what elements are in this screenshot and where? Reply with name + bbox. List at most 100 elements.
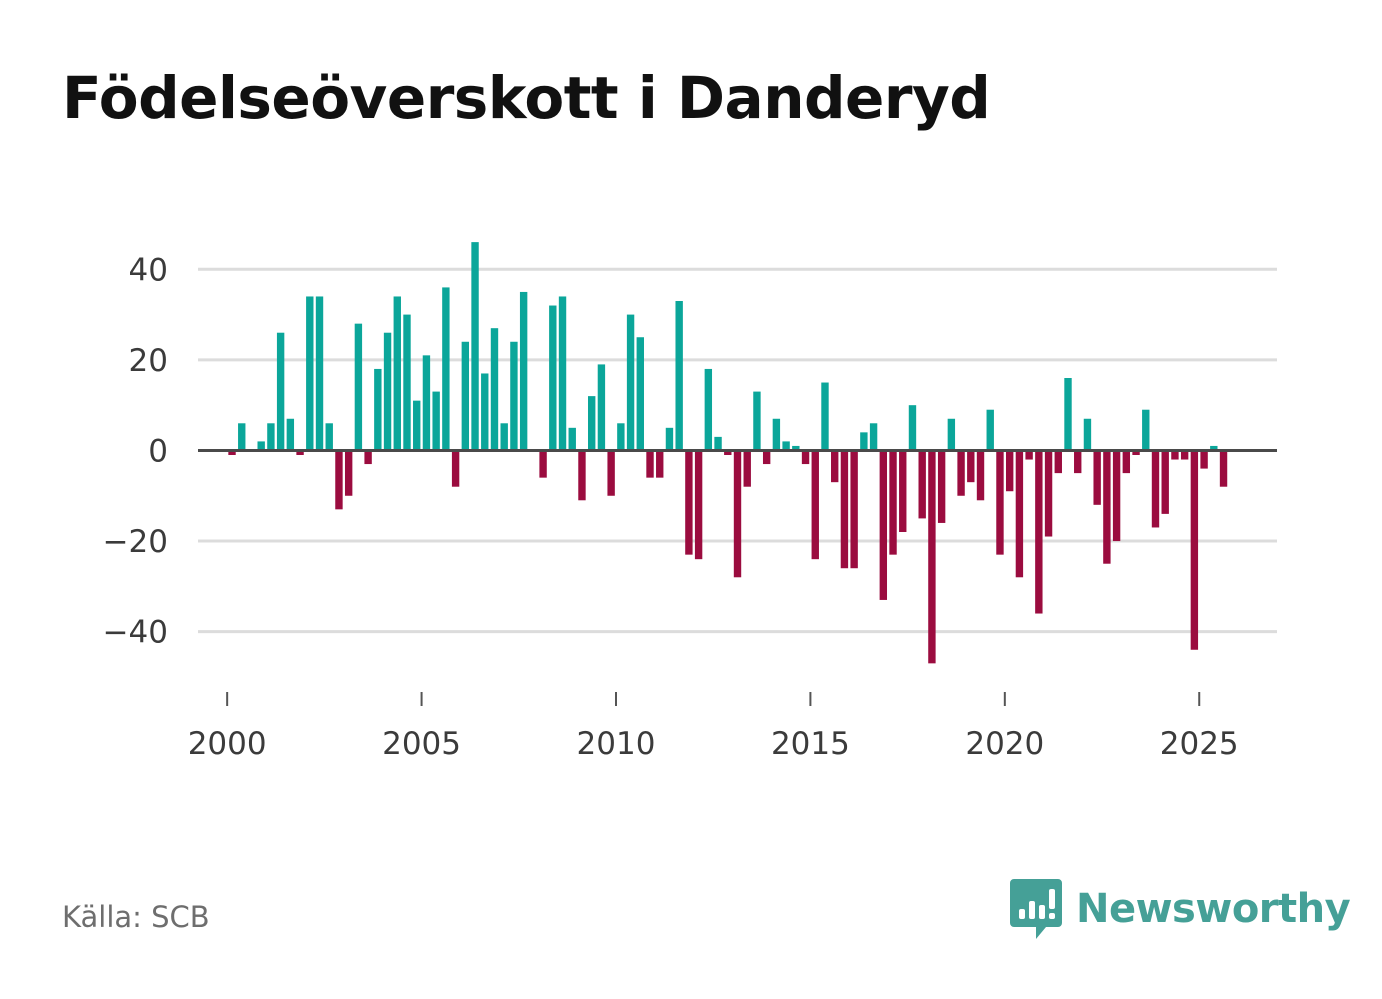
newsworthy-logo-icon: [1010, 879, 1062, 939]
bar: [451, 450, 460, 487]
bar: [976, 450, 985, 501]
bar: [801, 450, 810, 465]
x-tick-label: 2010: [577, 726, 656, 762]
bar: [1219, 450, 1228, 487]
bar: [937, 450, 946, 523]
bar: [792, 445, 800, 451]
bar: [1151, 450, 1160, 528]
bar: [228, 450, 236, 455]
bar: [325, 423, 333, 451]
bar: [986, 409, 994, 451]
bar: [1122, 450, 1131, 474]
bar: [811, 450, 819, 560]
bar: [724, 450, 732, 455]
bar: [374, 368, 382, 451]
chart-title: Födelseöverskott i Danderyd: [62, 64, 991, 132]
bar: [1025, 450, 1033, 460]
x-tick-label: 2020: [965, 726, 1044, 762]
bar: [1044, 450, 1053, 537]
bar: [354, 323, 363, 451]
bar: [490, 328, 499, 451]
bar: [597, 364, 606, 451]
bar: [276, 332, 285, 451]
bar: [617, 423, 625, 451]
bar: [1093, 450, 1101, 505]
bar: [646, 450, 654, 478]
bar: [471, 242, 479, 451]
bar: [782, 441, 790, 451]
bars: [228, 242, 1228, 664]
bar: [568, 427, 576, 451]
bar: [1064, 378, 1072, 451]
bar: [957, 450, 965, 496]
bar: [869, 423, 878, 451]
bar: [918, 450, 926, 519]
y-tick-label: −20: [103, 524, 168, 560]
bar: [510, 341, 518, 451]
brand-name: Newsworthy: [1076, 886, 1351, 932]
bar: [1083, 418, 1092, 451]
bar: [267, 423, 275, 451]
bar: [1171, 450, 1179, 460]
bar: [364, 450, 372, 465]
bar: [850, 450, 858, 569]
bar: [607, 450, 615, 496]
bar: [1074, 450, 1082, 474]
bar: [257, 441, 265, 451]
bar: [665, 427, 674, 451]
bar: [286, 418, 295, 451]
bar: [772, 418, 781, 451]
bar: [1112, 450, 1121, 542]
source-label: Källa: SCB: [62, 900, 210, 934]
bar: [403, 314, 411, 451]
bar: [432, 391, 440, 451]
bar: [636, 337, 644, 451]
bar: [743, 450, 751, 487]
bar: [1132, 450, 1140, 455]
y-tick-label: 20: [129, 343, 168, 379]
bar: [908, 405, 917, 451]
bar: [626, 314, 635, 451]
bar: [413, 400, 421, 451]
bar: [1015, 450, 1024, 578]
bar: [442, 287, 450, 451]
bar: [821, 382, 829, 451]
bar: [519, 291, 528, 451]
bar: [675, 301, 683, 451]
x-tick-label: 2015: [771, 726, 850, 762]
bar: [1054, 450, 1062, 474]
bar: [500, 423, 508, 451]
x-tick-label: 2000: [188, 726, 267, 762]
bar: [947, 418, 956, 451]
bar: [422, 355, 431, 451]
bar: [762, 450, 771, 465]
bar: [558, 296, 567, 451]
bar: [967, 450, 975, 483]
bar: [860, 432, 868, 451]
y-tick-label: 40: [129, 252, 168, 288]
bar: [1161, 450, 1169, 514]
bar: [704, 368, 713, 451]
bar: [383, 332, 392, 451]
bar: [1210, 445, 1218, 451]
bar: [753, 391, 761, 451]
bar: [1103, 450, 1111, 564]
bar: [578, 450, 586, 501]
bar: [996, 450, 1004, 555]
bar: [733, 450, 742, 578]
bar: [899, 450, 907, 532]
bar: [889, 450, 897, 555]
x-axis: 2000 2005 2010 2015 2020 2025: [188, 692, 1239, 762]
bar: [238, 423, 246, 451]
bar: [831, 450, 839, 483]
bar: [1035, 450, 1043, 614]
bar: [344, 450, 353, 496]
x-tick-label: 2025: [1160, 726, 1239, 762]
bar: [1142, 409, 1150, 451]
bar: [315, 296, 324, 451]
bar: [296, 450, 304, 455]
y-axis: 40 20 0 −20 −40: [103, 252, 168, 650]
bar: [714, 436, 722, 451]
bar: [685, 450, 693, 555]
